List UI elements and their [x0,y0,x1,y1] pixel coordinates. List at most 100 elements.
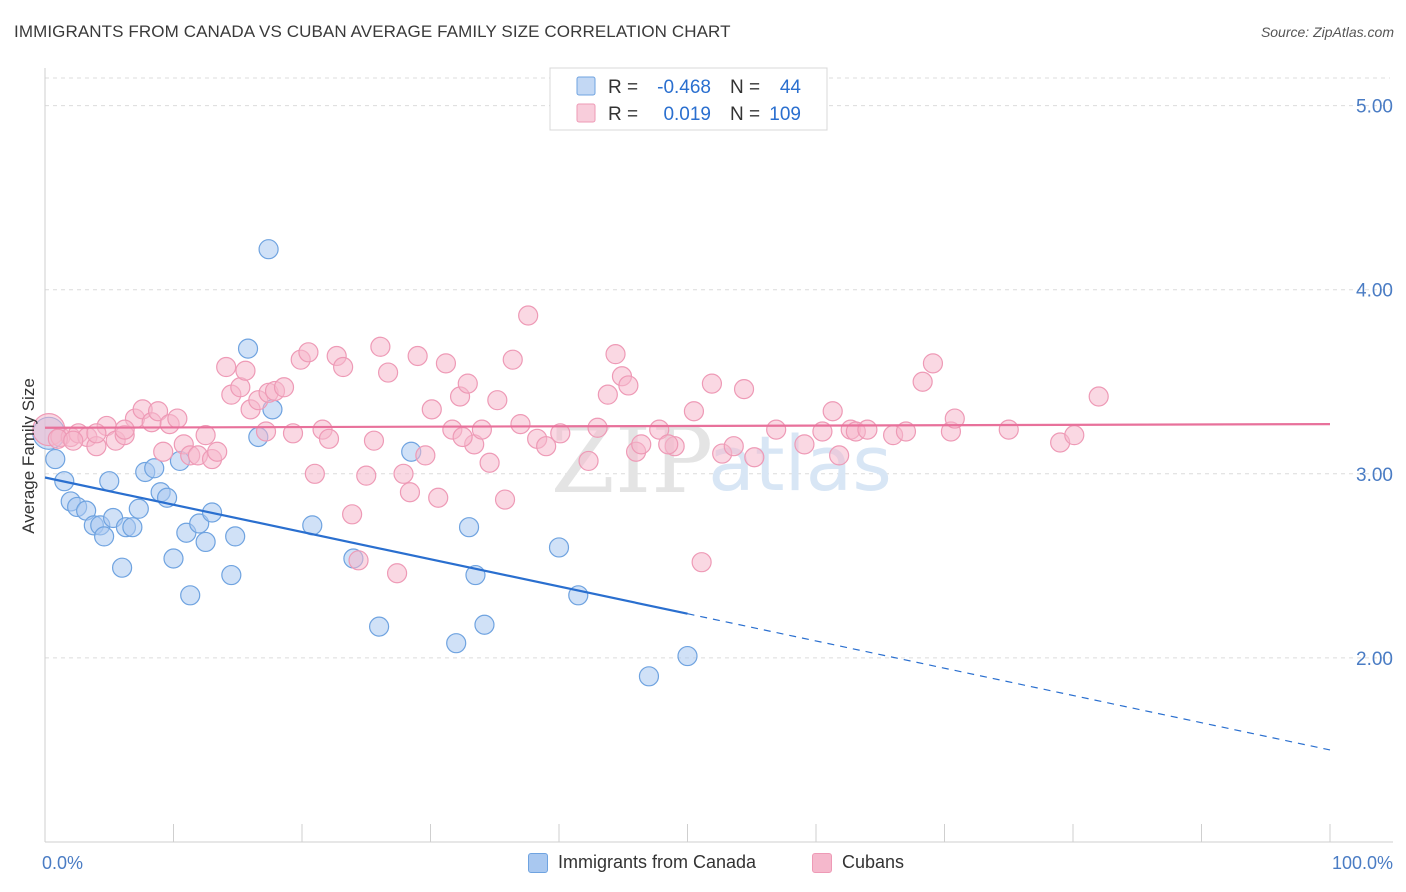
cubans-point-42 [363,430,385,451]
axes [44,68,1393,843]
legend-n-label-0: N = [730,77,760,98]
canada-point-13 [122,517,143,538]
cubans-trend-line [44,423,1331,429]
canada-point-40 [548,537,570,558]
cubans-point-22 [216,356,237,378]
legend-r-value-1: 0.019 [663,104,711,125]
legend-n-label-1: N = [730,104,760,125]
correlation-legend: R = -0.468 N = 44 R = 0.019 N = 109 [549,67,828,131]
cubans-point-13 [153,441,174,462]
cubans-point-43 [370,336,391,357]
y-axis-label: Average Family Size [19,378,38,534]
cubans-point-86 [812,421,833,442]
canada-point-16 [144,458,165,479]
cubans-point-100 [1064,425,1085,446]
canada-point-24 [195,531,216,553]
cubans-point-84 [766,419,787,440]
y-tick-label-2: 4.00 [1356,281,1393,302]
cubans-point-101 [1088,386,1109,407]
cubans-point-45 [386,563,408,584]
x-tick-label-0: 0.0% [42,853,83,873]
cubans-point-46 [393,463,414,484]
cubans-point-12 [147,401,169,422]
source-label: Source: ZipAtlas.com [1260,24,1394,40]
cubans-point-60 [494,489,516,510]
cubans-point-44 [377,362,399,383]
cubans-point-85 [794,434,815,455]
cubans-point-98 [998,419,1019,440]
cubans-point-50 [421,399,442,420]
cubans-point-97 [944,408,965,429]
y-tick-label-3: 5.00 [1356,97,1393,118]
legend-box [549,67,828,131]
canada-trend-extension [687,613,1331,751]
legend-n-value-0: 44 [780,77,802,98]
legend-swatch-0 [576,76,596,96]
cubans-point-70 [605,344,626,365]
canada-trend-line [44,476,688,615]
cubans-point-108 [658,434,679,455]
canada-point-11 [111,557,133,578]
cubans-point-36 [318,428,340,449]
cubans-point-87 [822,401,843,422]
cubans-point-67 [578,450,599,472]
cubans-point-74 [631,434,652,455]
canada-point-14 [128,498,149,519]
series-legend: Immigrants from Canada Cubans [0,850,1406,880]
cubans-point-48 [407,345,428,367]
cubans-point-61 [502,349,523,370]
legend-label-cubans: Cubans [842,852,905,872]
cubans-point-69 [597,384,618,405]
legend-r-label-0: R = [608,77,638,98]
canada-point-39 [474,614,495,635]
cubans-point-105 [114,419,135,440]
cubans-point-40 [348,550,369,571]
canada-point-23 [189,513,210,534]
trend-lines [44,423,1331,751]
cubans-point-82 [733,379,755,400]
canada-point-22 [180,585,201,606]
cubans-point-51 [428,487,449,508]
canada-point-9 [99,471,120,492]
legend-item-cubans[interactable]: Cubans [812,852,904,873]
cubans-point-65 [536,436,557,457]
cubans-point-75 [649,419,670,440]
legend-swatch-1 [576,103,596,123]
cubans-point-94 [912,371,933,392]
cubans-point-34 [304,463,325,484]
cubans-point-88 [829,445,850,466]
cubans-point-78 [691,552,712,573]
cubans-point-107 [452,426,473,448]
cubans-point-79 [701,373,723,394]
canada-point-30 [258,239,279,260]
cubans-point-103 [63,430,84,451]
data-points [32,239,1109,687]
cubans-point-30 [273,377,295,398]
cubans-point-19 [195,425,216,446]
cubans-point-93 [895,421,917,442]
cubans-point-52 [435,353,457,374]
cubans-point-91 [857,419,878,440]
canada-point-26 [221,564,242,586]
canada-point-1 [45,448,66,470]
canada-point-42 [638,666,660,687]
legend-swatch-cubans [812,852,832,873]
canada-point-36 [446,633,467,654]
canada-point-19 [163,548,184,569]
legend-item-canada[interactable]: Immigrants from Canada [528,852,756,873]
cubans-point-63 [518,305,539,326]
cubans-point-106 [255,421,277,442]
legend-n-value-1: 109 [769,104,801,125]
cubans-point-81 [723,436,744,457]
cubans-point-72 [618,375,639,396]
cubans-point-15 [167,408,188,429]
y-tick-label-0: 2.00 [1356,649,1393,670]
canada-point-43 [677,645,698,667]
cubans-point-95 [922,353,944,374]
x-tick-label-1: 100.0% [1332,853,1393,873]
canada-point-27 [225,526,246,547]
cubans-point-77 [683,401,705,422]
cubans-point-68 [587,417,608,438]
cubans-point-66 [550,423,571,444]
